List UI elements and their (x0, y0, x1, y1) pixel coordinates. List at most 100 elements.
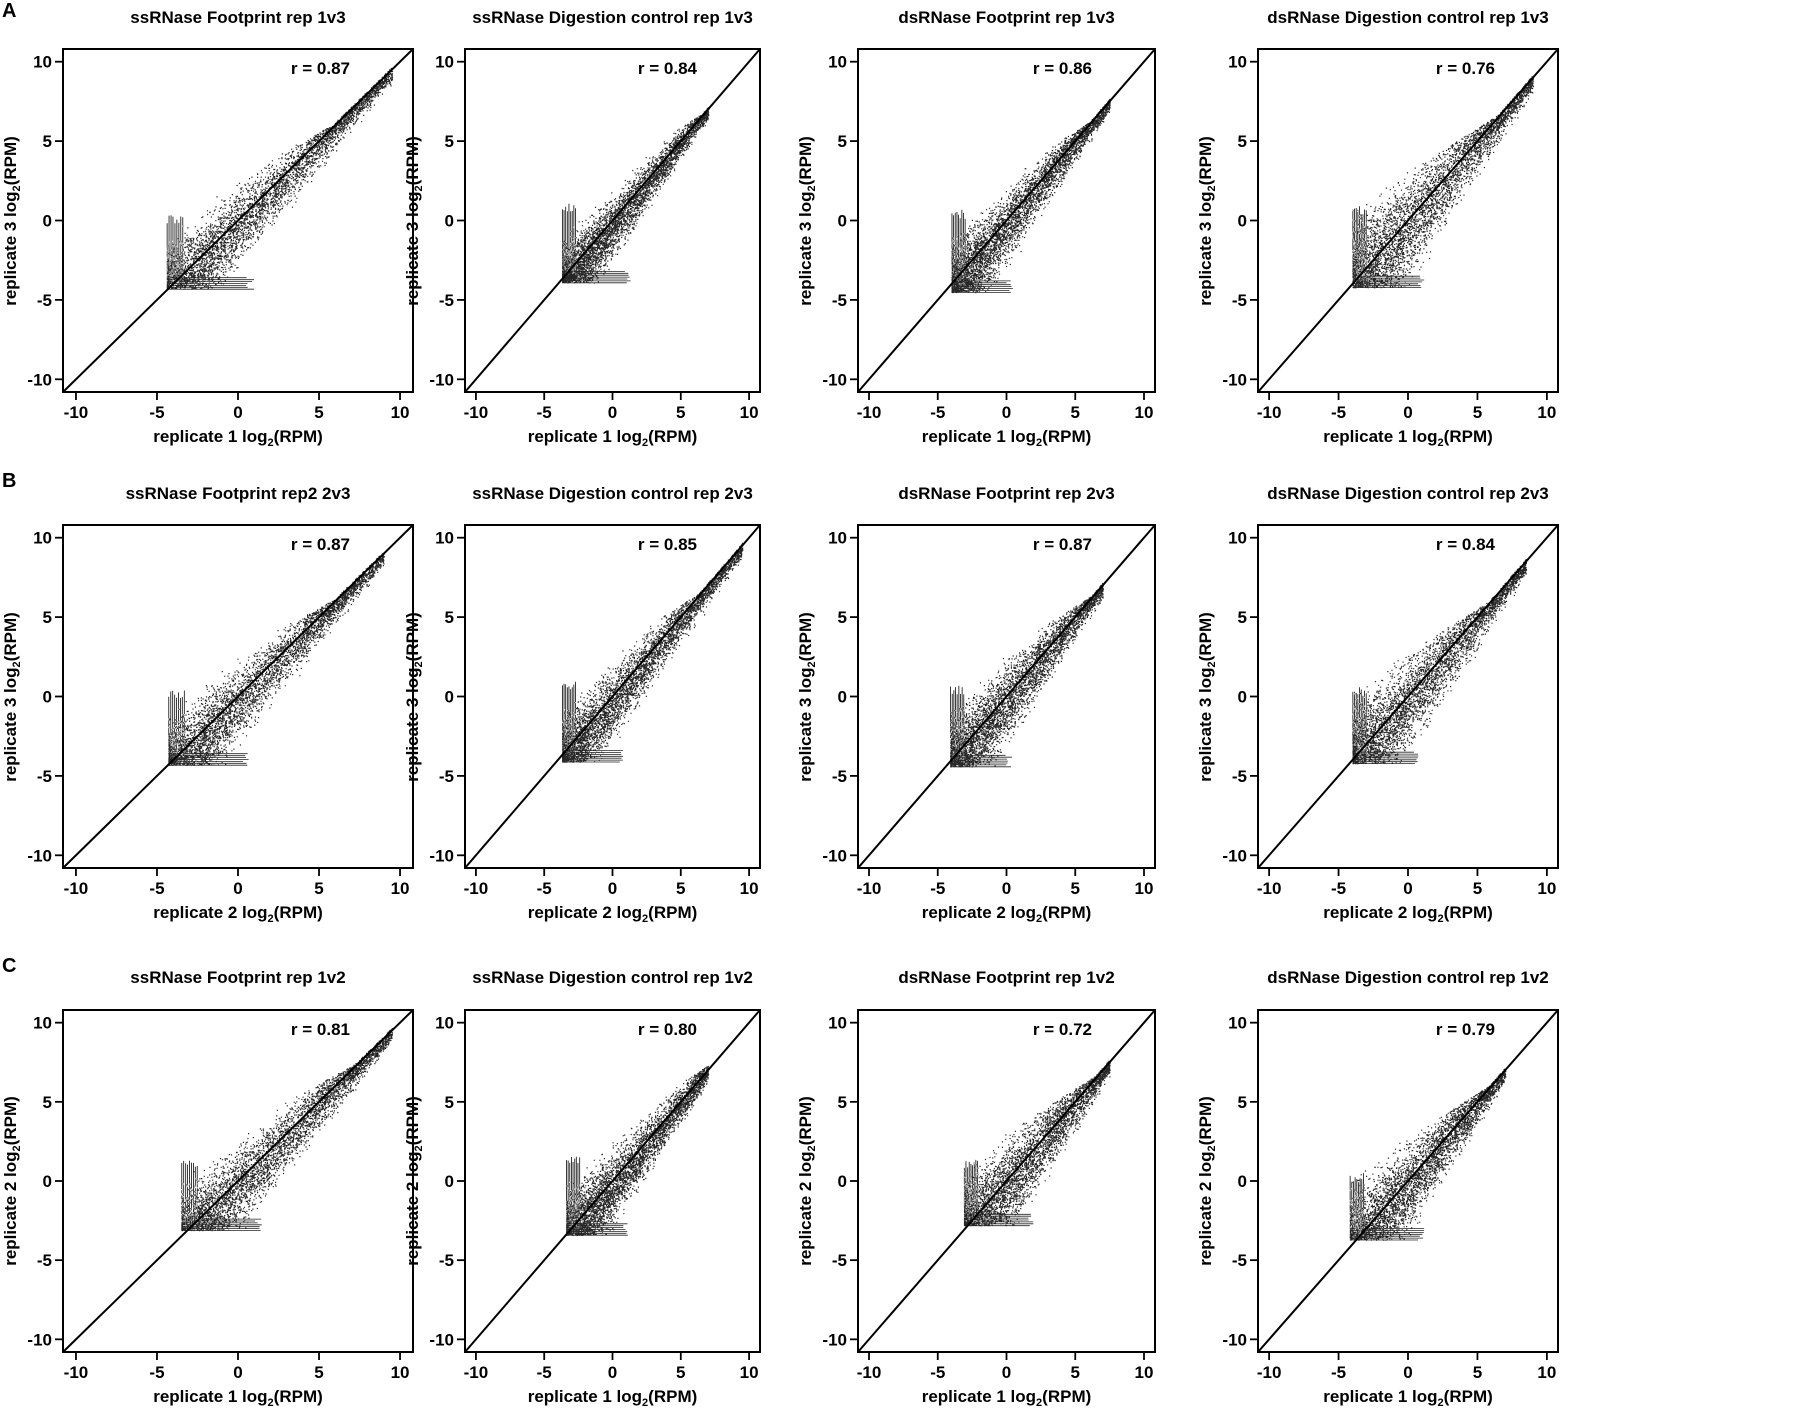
x-axis-label-unit: (RPM) (1042, 427, 1092, 446)
y-tick-label: 5 (1238, 132, 1247, 151)
y-axis-label-subscript: 2 (11, 660, 23, 667)
x-axis-label-unit: (RPM) (273, 427, 323, 446)
x-axis-label-subscript: 2 (1036, 913, 1043, 925)
x-axis-label-text: replicate 1 log (1323, 427, 1438, 446)
x-axis-label: replicate 1 log2(RPM) (465, 427, 760, 449)
correlation-label: r = 0.86 (1033, 59, 1092, 78)
y-axis-label: replicate 3 log2(RPM) (1196, 131, 1218, 311)
y-axis-label-subscript: 2 (413, 660, 425, 667)
scatter-plot: -10 -5 0 5 10 -10 -5 0 5 10 r = 0.86 (822, 48, 1156, 422)
y-axis-label-subscript: 2 (413, 1145, 425, 1152)
identity-line (464, 1009, 761, 1353)
x-tick-label: 5 (1071, 879, 1080, 898)
scatter-cloud (1349, 1068, 1507, 1241)
correlation-label: r = 0.85 (638, 535, 697, 554)
y-axis-label-text: replicate 3 log (1196, 190, 1215, 306)
y-axis-label-subscript: 2 (806, 660, 818, 667)
correlation-label: r = 0.76 (1436, 59, 1495, 78)
y-axis-label-text: replicate 3 log (1196, 666, 1215, 782)
x-axis-label-unit: (RPM) (648, 903, 698, 922)
x-tick-label: -5 (537, 879, 552, 898)
y-tick-label: 10 (33, 1014, 52, 1033)
x-tick-label: 5 (676, 1363, 685, 1382)
x-tick-label: 10 (391, 879, 410, 898)
scatter-plot: -10 -5 0 5 10 -10 -5 0 5 10 r = 0.87 (27, 48, 414, 422)
y-tick-label: 0 (43, 688, 52, 707)
x-axis-label-subscript: 2 (1437, 437, 1444, 449)
x-axis-label-text: replicate 2 log (153, 903, 268, 922)
scatter-plot: -10 -5 0 5 10 -10 -5 0 5 10 r = 0.80 (429, 1009, 761, 1382)
y-axis-label-unit: (RPM) (403, 1096, 422, 1146)
y-tick-label: -5 (1232, 1251, 1247, 1270)
y-axis-label: replicate 2 log2(RPM) (1196, 1091, 1218, 1271)
panel-title: dsRNase Digestion control rep 1v2 (1267, 968, 1549, 987)
y-tick-label: -10 (822, 1330, 847, 1349)
y-tick-label: 10 (828, 529, 847, 548)
y-axis-label: replicate 2 log2(RPM) (796, 1091, 818, 1271)
x-tick-label: -5 (930, 1363, 945, 1382)
x-axis-label-subscript: 2 (642, 437, 649, 449)
y-axis-label: replicate 3 log2(RPM) (1, 131, 23, 311)
y-tick-label: 5 (1238, 1093, 1247, 1112)
x-axis-label: replicate 1 log2(RPM) (858, 1387, 1155, 1409)
y-tick-label: -5 (832, 1251, 847, 1270)
correlation-label: r = 0.81 (291, 1020, 350, 1039)
y-axis-label-unit: (RPM) (1, 1096, 20, 1146)
panel-title: ssRNase Footprint rep 1v2 (130, 968, 346, 987)
x-axis-label-subscript: 2 (267, 1397, 274, 1409)
row-label-c: C (2, 955, 17, 977)
x-tick-label: 10 (740, 879, 759, 898)
y-tick-label: 0 (445, 1172, 454, 1191)
y-axis-label: replicate 3 log2(RPM) (403, 607, 425, 787)
x-axis-label-unit: (RPM) (1443, 427, 1493, 446)
y-axis-label-unit: (RPM) (1196, 135, 1215, 185)
x-axis-label-text: replicate 2 log (527, 903, 643, 922)
y-tick-label: 10 (828, 1014, 847, 1033)
x-axis-label-text: replicate 2 log (921, 903, 1037, 922)
x-axis-label-text: replicate 1 log (527, 427, 643, 446)
row-label-a: A (2, 0, 17, 22)
y-axis-label-subscript: 2 (1206, 184, 1218, 191)
y-axis-label: replicate 3 log2(RPM) (796, 131, 818, 311)
y-axis-label-unit: (RPM) (796, 135, 815, 185)
y-tick-label: -10 (1222, 846, 1247, 865)
y-axis-label-unit: (RPM) (1, 135, 20, 185)
x-axis-label: replicate 1 log2(RPM) (1258, 427, 1558, 449)
x-tick-label: -10 (1257, 879, 1282, 898)
x-tick-label: 0 (1002, 1363, 1011, 1382)
y-tick-label: -5 (37, 1251, 52, 1270)
scatter-plot: -10 -5 0 5 10 -10 -5 0 5 10 r = 0.87 (27, 524, 414, 898)
y-axis-label-text: replicate 3 log (796, 190, 815, 306)
x-tick-label: 0 (1002, 879, 1011, 898)
x-axis-label: replicate 1 log2(RPM) (63, 1387, 413, 1409)
y-tick-label: 10 (435, 529, 454, 548)
scatter-plot: -10 -5 0 5 10 -10 -5 0 5 10 r = 0.84 (1222, 524, 1559, 898)
y-axis-label: replicate 3 log2(RPM) (796, 607, 818, 787)
x-tick-label: 0 (233, 1363, 242, 1382)
x-axis-label: replicate 2 log2(RPM) (1258, 903, 1558, 925)
y-tick-label: -10 (429, 370, 454, 389)
identity-line (1257, 524, 1559, 869)
y-tick-label: 5 (43, 608, 52, 627)
x-axis-label-unit: (RPM) (273, 1387, 323, 1406)
y-tick-label: -5 (439, 767, 454, 786)
y-tick-label: 5 (43, 1093, 52, 1112)
identity-line (62, 524, 414, 869)
scatter-points (181, 1028, 394, 1232)
x-axis-label-subscript: 2 (1036, 437, 1043, 449)
y-axis-label-subscript: 2 (413, 184, 425, 191)
panel-title: ssRNase Footprint rep2 2v3 (125, 484, 351, 503)
identity-line (1257, 1009, 1559, 1353)
identity-line (1257, 48, 1559, 393)
y-axis-label: replicate 3 log2(RPM) (403, 131, 425, 311)
y-axis-label: replicate 3 log2(RPM) (1, 607, 23, 787)
identity-line (464, 48, 761, 393)
x-tick-label: 10 (1135, 403, 1154, 422)
y-axis-label-text: replicate 2 log (796, 1151, 815, 1266)
scatter-cloud (951, 98, 1111, 294)
panel-title: ssRNase Digestion control rep 1v3 (472, 8, 753, 27)
y-tick-label: 0 (43, 212, 52, 231)
x-tick-label: 5 (1473, 1363, 1482, 1382)
y-tick-label: -5 (832, 291, 847, 310)
panel-title: ssRNase Footprint rep 1v3 (130, 8, 346, 27)
